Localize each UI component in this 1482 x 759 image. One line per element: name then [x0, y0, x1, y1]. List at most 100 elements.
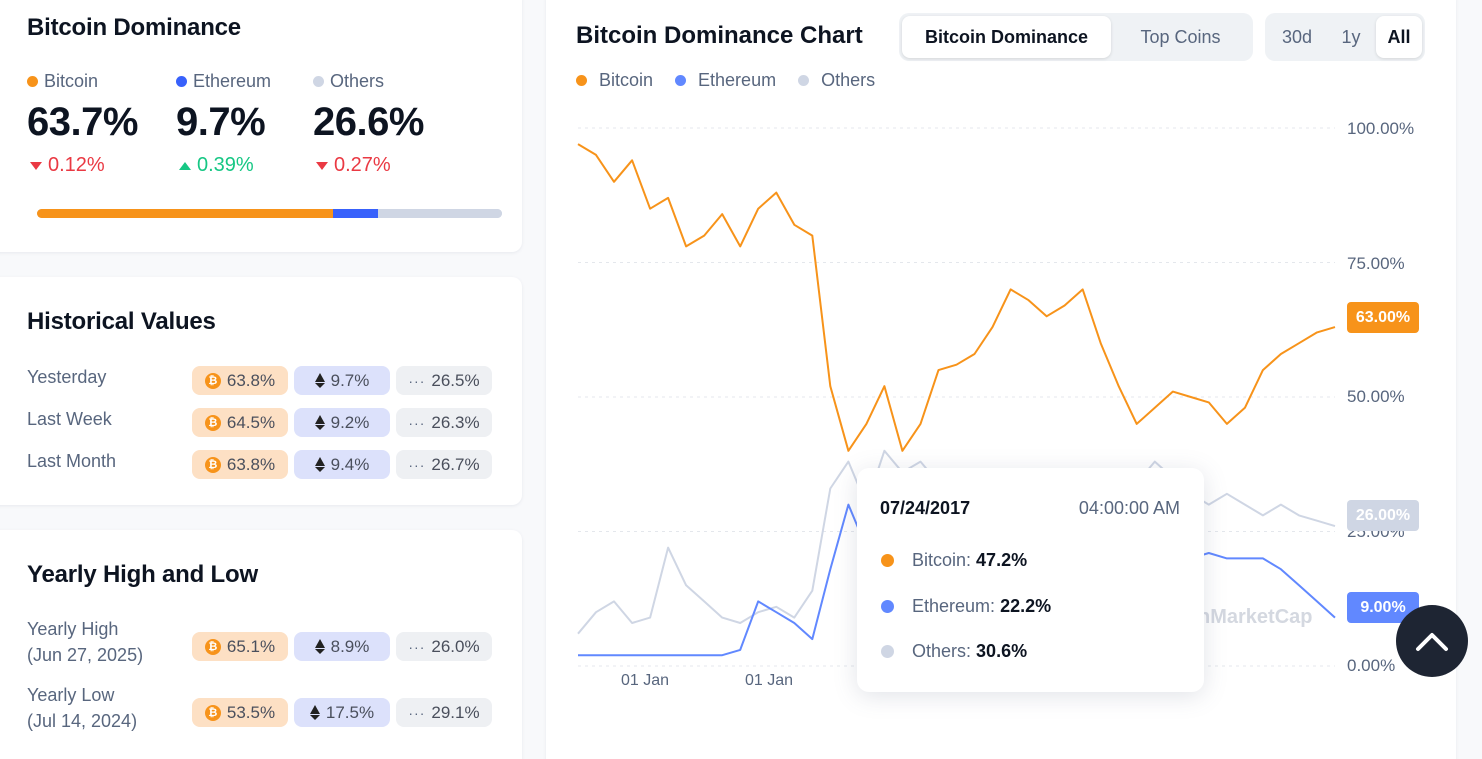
ethereum-icon: [314, 373, 325, 388]
yearly-high-label: Yearly High (Jun 27, 2025): [27, 616, 143, 668]
x-axis-tick: 01 Jan: [621, 672, 670, 689]
range-1y-button[interactable]: 1y: [1341, 26, 1361, 47]
eth-pill-value: 8.9%: [330, 636, 370, 656]
historical-row-label: Last Week: [27, 409, 112, 429]
y-axis-tick: 0.00%: [1347, 656, 1396, 675]
tooltip-value: 47.2%: [976, 550, 1028, 570]
chart-legend-others[interactable]: Others: [798, 70, 875, 91]
chart-legend-ethereum[interactable]: Ethereum: [675, 70, 776, 91]
tooltip-row-ethereum: Ethereum: 22.2%: [881, 596, 1051, 617]
dominance-bar: [37, 209, 502, 218]
bitcoin-icon: ₿: [204, 638, 221, 655]
chart-tooltip: 07/24/2017 04:00:00 AM Bitcoin: 47.2% Et…: [857, 468, 1204, 692]
others-dot-icon: [313, 76, 324, 87]
btc-pill: ₿ 63.8%: [192, 450, 288, 479]
bitcoin-icon: ₿: [204, 704, 221, 721]
others-dot-icon: [881, 645, 894, 658]
chart-legend-label: Ethereum: [698, 70, 777, 90]
legend-ethereum: Ethereum: [176, 71, 271, 92]
others-pill: ··· 26.3%: [396, 408, 492, 437]
series-line-bitcoin: [577, 143, 1336, 452]
chart-legend-bitcoin[interactable]: Bitcoin: [576, 70, 653, 91]
historical-title: Historical Values: [27, 308, 216, 335]
others-pill: ··· 26.5%: [396, 366, 492, 395]
eth-pill: 17.5%: [294, 698, 390, 727]
tab-top-coins[interactable]: Top Coins: [1140, 26, 1221, 47]
x-axis-tick: 01 Jan: [745, 672, 794, 689]
ethereum-icon: [309, 705, 320, 720]
current-bitcoin-tag: 63.00%: [1347, 302, 1419, 333]
others-pill: ··· 29.1%: [396, 698, 492, 727]
others-change: 0.27%: [316, 154, 391, 177]
more-dots-icon: ···: [408, 414, 426, 431]
btc-pill-value: 63.8%: [226, 454, 276, 474]
range-toggle: 30d 1y All: [1265, 13, 1425, 61]
others-dominance-value: 26.6%: [313, 100, 424, 144]
tab-bitcoin-dominance[interactable]: Bitcoin Dominance: [902, 16, 1111, 58]
eth-pill: 8.9%: [294, 632, 390, 661]
bitcoin-dot-icon: [576, 75, 587, 86]
y-axis-tick: 75.00%: [1347, 254, 1405, 273]
more-dots-icon: ···: [408, 372, 426, 389]
yearly-high-label-text: Yearly High: [27, 619, 119, 639]
ethereum-icon: [314, 639, 325, 654]
y-axis-tick: 100.00%: [1347, 119, 1415, 138]
bitcoin-dot-icon: [27, 76, 38, 87]
others-pill-value: 26.5%: [431, 370, 480, 390]
tooltip-label: Others:: [912, 641, 972, 661]
legend-others: Others: [313, 71, 384, 92]
eth-pill-value: 9.4%: [330, 454, 370, 474]
others-dot-icon: [798, 75, 810, 86]
eth-pill: 9.7%: [294, 366, 390, 395]
historical-row-label: Yesterday: [27, 367, 107, 387]
others-pill-value: 29.1%: [431, 702, 480, 722]
more-dots-icon: ···: [408, 638, 426, 655]
dominance-bar-others: [378, 209, 502, 218]
chart-legend-label: Bitcoin: [599, 70, 654, 90]
bitcoin-change-value: 0.12%: [48, 154, 105, 176]
bitcoin-icon: ₿: [204, 456, 221, 473]
btc-pill: ₿ 53.5%: [192, 698, 288, 727]
yearly-low-label-text: Yearly Low: [27, 685, 115, 705]
arrow-down-icon: [30, 161, 42, 170]
btc-pill: ₿ 65.1%: [192, 632, 288, 661]
ethereum-dot-icon: [881, 600, 894, 613]
tooltip-row-bitcoin: Bitcoin: 47.2%: [881, 550, 1027, 571]
others-pill: ··· 26.0%: [396, 632, 492, 661]
chart-legend-label: Others: [821, 70, 876, 90]
watermark-logo: nMarketCap: [1198, 606, 1313, 628]
btc-pill: ₿ 63.8%: [192, 366, 288, 395]
scroll-to-top-button[interactable]: [1396, 605, 1468, 677]
yearly-high-date: (Jun 27, 2025): [27, 645, 144, 665]
more-dots-icon: ···: [408, 456, 426, 473]
btc-pill-value: 64.5%: [226, 412, 276, 432]
chart-title: Bitcoin Dominance Chart: [576, 22, 863, 49]
others-change-value: 0.27%: [334, 154, 391, 176]
others-pill: ··· 26.7%: [396, 450, 492, 479]
tooltip-value: 30.6%: [976, 641, 1028, 661]
arrow-down-icon: [316, 161, 328, 170]
bitcoin-dot-icon: [881, 554, 894, 567]
tooltip-date: 07/24/2017: [880, 498, 971, 518]
bitcoin-icon: ₿: [204, 372, 221, 389]
ethereum-dot-icon: [675, 75, 687, 86]
arrow-up-icon: [179, 161, 191, 170]
bitcoin-icon: ₿: [204, 414, 221, 431]
tooltip-value: 22.2%: [1000, 596, 1052, 616]
yearly-low-label: Yearly Low (Jul 14, 2024): [27, 682, 137, 734]
range-30d-button[interactable]: 30d: [1281, 26, 1313, 47]
legend-bitcoin: Bitcoin: [27, 71, 98, 92]
bitcoin-change: 0.12%: [30, 154, 105, 177]
btc-pill: ₿ 64.5%: [192, 408, 288, 437]
dominance-title: Bitcoin Dominance: [27, 14, 241, 41]
bitcoin-dominance-value: 63.7%: [27, 100, 138, 144]
dominance-bar-ethereum: [333, 209, 379, 218]
current-others-tag: 26.00%: [1347, 500, 1419, 531]
eth-pill: 9.4%: [294, 450, 390, 479]
btc-pill-value: 63.8%: [226, 370, 276, 390]
y-axis-tick: 50.00%: [1347, 387, 1405, 406]
ethereum-change-value: 0.39%: [197, 154, 254, 176]
range-all-button[interactable]: All: [1376, 16, 1422, 58]
yearly-title: Yearly High and Low: [27, 561, 258, 588]
eth-pill-value: 9.2%: [330, 412, 370, 432]
